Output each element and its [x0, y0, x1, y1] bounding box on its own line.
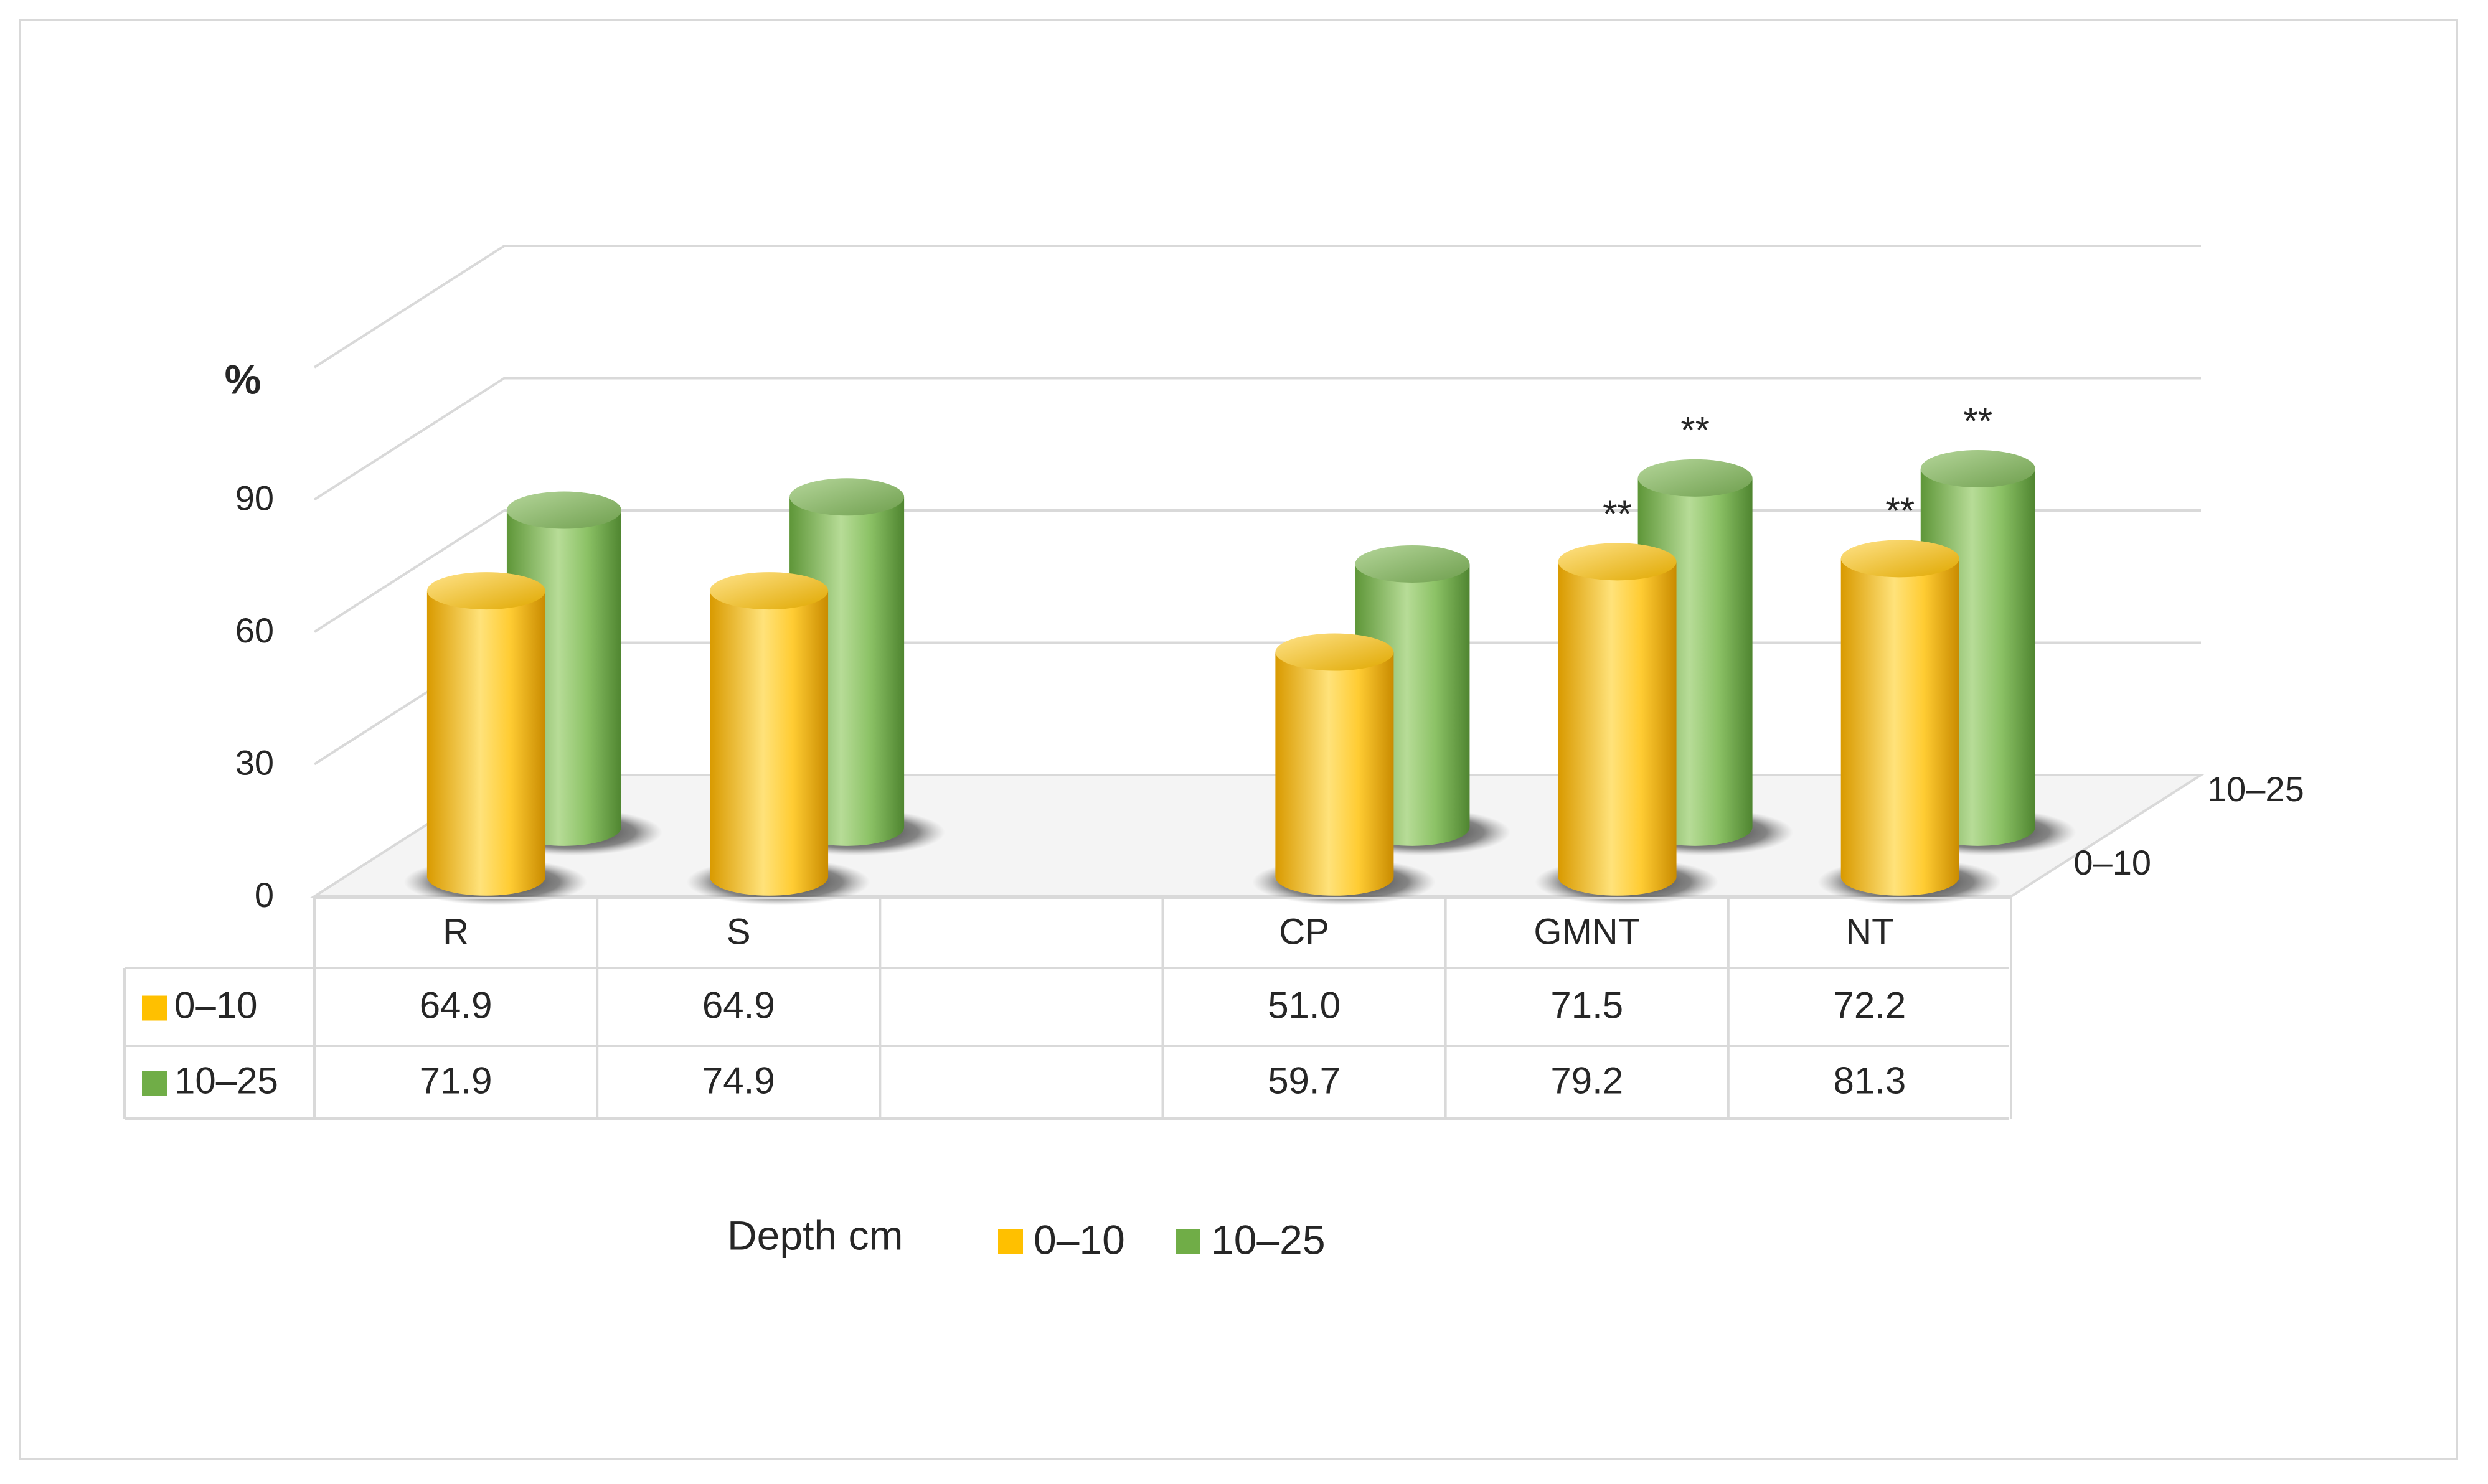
- table-series-label: 0–10: [174, 984, 257, 1026]
- bar-yellow-top-5: [1840, 540, 1959, 578]
- significance-annotation: **: [1963, 400, 1992, 442]
- bar-green-top-5: [1920, 449, 2035, 487]
- table-cell-value: 59.7: [1268, 1059, 1341, 1101]
- category-label: R: [443, 911, 469, 952]
- table-cell-value: 64.9: [702, 984, 775, 1026]
- significance-annotation: **: [1680, 410, 1710, 451]
- bar-yellow-body-5: [1840, 558, 1959, 896]
- category-label: GMNT: [1534, 911, 1640, 952]
- bar-green-top-4: [1637, 459, 1753, 497]
- table-cell-value: 72.2: [1834, 984, 1906, 1026]
- depth-axis-label: 10–25: [2207, 769, 2304, 809]
- y-tick-label: 60: [235, 611, 274, 650]
- y-tick-label: 0: [255, 875, 274, 914]
- depth-axis-label: 0–10: [2073, 843, 2151, 882]
- bar-yellow-top-0: [426, 572, 545, 610]
- gridline-side: [313, 509, 506, 633]
- table-cell-value: 71.5: [1550, 984, 1623, 1026]
- table-legend-swatch-green: [142, 1071, 167, 1096]
- bar-yellow-top-4: [1558, 543, 1677, 581]
- legend-swatch-green[interactable]: [1176, 1229, 1200, 1254]
- bar-yellow-body-3: [1275, 652, 1394, 896]
- significance-annotation: **: [1885, 490, 1915, 532]
- bar-yellow-top-3: [1275, 633, 1394, 671]
- legend-label: 0–10: [1034, 1216, 1125, 1262]
- bar-yellow-body-1: [710, 591, 829, 896]
- category-label: CP: [1279, 911, 1329, 952]
- table-cell-value: 79.2: [1550, 1059, 1623, 1101]
- y-unit-label: %: [225, 356, 262, 402]
- table-cell-value: 51.0: [1268, 984, 1341, 1026]
- bar-yellow-body-4: [1558, 561, 1677, 896]
- category-label: S: [727, 911, 751, 952]
- table-legend-swatch-yellow: [142, 995, 167, 1021]
- bar-green-top-0: [506, 491, 621, 529]
- chart-frame: [19, 19, 2458, 1460]
- y-tick-label: 90: [235, 478, 274, 517]
- bar-yellow-body-0: [426, 591, 545, 896]
- table-cell-value: 64.9: [420, 984, 492, 1026]
- gridline-side: [313, 245, 506, 369]
- table-cell-value: 81.3: [1834, 1059, 1906, 1101]
- bar-yellow-top-1: [710, 572, 829, 610]
- y-tick-label: 30: [235, 743, 274, 782]
- table-cell-value: 74.9: [702, 1059, 775, 1101]
- legend-swatch-yellow[interactable]: [998, 1229, 1023, 1254]
- legend-label: 10–25: [1211, 1216, 1326, 1262]
- bar-green-top-1: [789, 478, 905, 516]
- significance-annotation: **: [1603, 493, 1632, 535]
- gridline-side: [313, 377, 506, 501]
- category-label: NT: [1845, 911, 1893, 952]
- table-cell-value: 71.9: [420, 1059, 492, 1101]
- legend-title: Depth cm: [727, 1212, 903, 1258]
- table-series-label: 10–25: [174, 1059, 278, 1101]
- bar-green-top-3: [1355, 545, 1470, 583]
